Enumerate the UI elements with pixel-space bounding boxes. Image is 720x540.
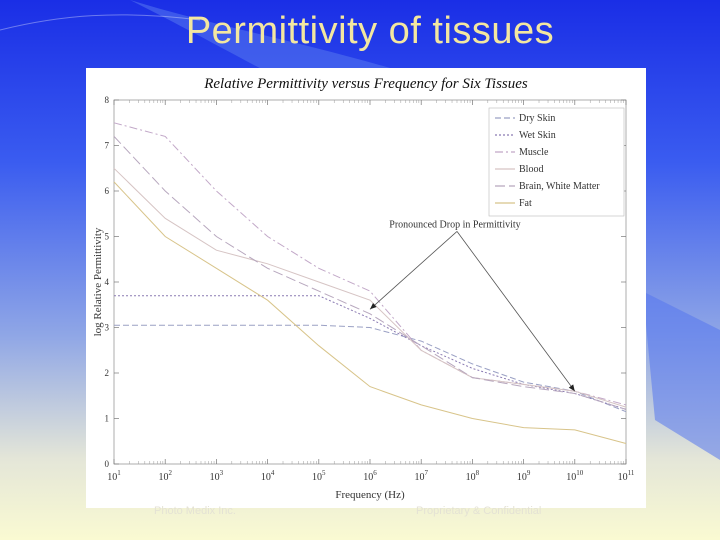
series-line-dry-skin [114, 324, 627, 413]
x-tick-label: 105 [312, 469, 326, 483]
permittivity-chart: Relative Permittivity versus Frequency f… [86, 68, 646, 508]
legend-entry: Muscle [519, 147, 549, 158]
y-tick-label: 6 [105, 186, 110, 196]
y-tick-label: 4 [105, 277, 110, 287]
legend-entry: Fat [519, 198, 532, 209]
annotation-arrow-line [369, 231, 458, 310]
x-tick-label: 104 [261, 469, 275, 483]
series-line-wet-skin [114, 295, 627, 410]
legend-entry: Blood [519, 164, 543, 175]
annotation-arrow-line [456, 231, 576, 392]
x-tick-label: 109 [517, 469, 531, 483]
series-line-blood [113, 167, 627, 408]
y-tick-label: 7 [105, 141, 110, 151]
footer-confidential: Proprietary & Confidential [416, 505, 542, 517]
x-tick-label: 103 [210, 469, 224, 483]
x-tick-label: 108 [466, 469, 480, 483]
y-tick-label: 8 [105, 95, 110, 105]
legend-entry: Brain, White Matter [519, 181, 600, 192]
annotation-arrowhead [568, 384, 575, 392]
x-tick-label: 102 [158, 469, 172, 483]
y-tick-label: 1 [105, 414, 110, 424]
annotation-arrowhead [370, 303, 377, 310]
series-line-brain-white-matter [113, 136, 627, 410]
y-tick-label: 5 [105, 232, 110, 242]
annotation-text: Pronounced Drop in Permittivity [389, 219, 520, 230]
x-tick-label: 101 [107, 469, 121, 483]
legend-box [488, 107, 625, 217]
y-tick-label: 3 [105, 323, 110, 333]
y-axis-label: log Relative Permittivity [92, 227, 104, 336]
x-tick-label: 1011 [618, 469, 635, 483]
legend-entry: Wet Skin [519, 130, 556, 141]
y-tick-label: 0 [105, 459, 110, 469]
y-tick-label: 2 [105, 368, 110, 378]
chart-title: Relative Permittivity versus Frequency f… [203, 76, 528, 92]
footer-company: Photo Medix Inc. [154, 505, 236, 517]
x-axis-label: Frequency (Hz) [335, 489, 405, 501]
slide-title: Permittivity of tissues [185, 10, 555, 52]
x-tick-label: 106 [363, 469, 377, 483]
series-line-fat [113, 181, 627, 444]
x-tick-label: 107 [414, 469, 428, 483]
x-tick-label: 1010 [566, 469, 584, 483]
legend-entry: Dry Skin [519, 113, 555, 124]
